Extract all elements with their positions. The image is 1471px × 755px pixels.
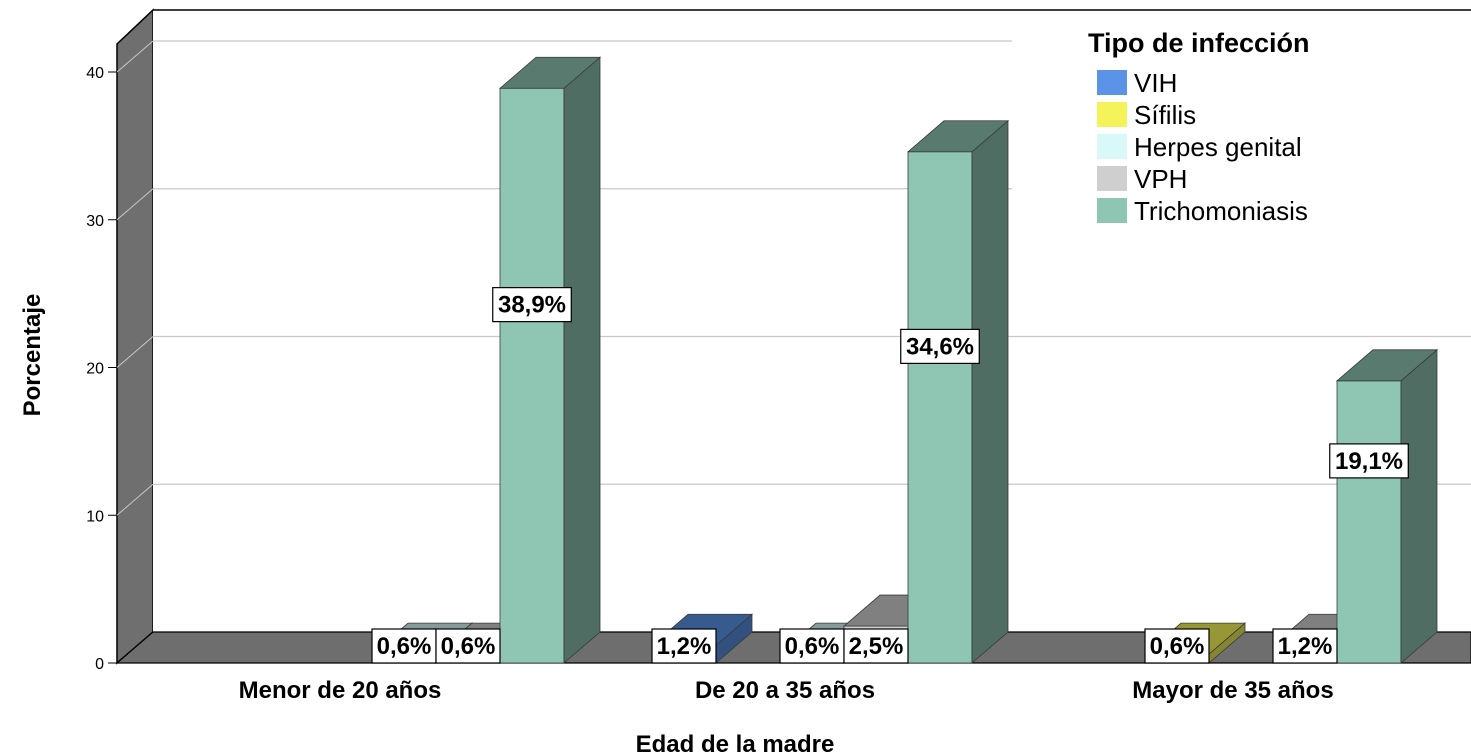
data-label-box <box>843 628 909 664</box>
data-label: 1,2% <box>651 628 717 664</box>
gridline-diagonal <box>116 40 154 73</box>
legend-item: Sífilis <box>1097 100 1196 130</box>
data-label-text: 2,5% <box>849 633 904 660</box>
y-axis-ticks: 0 10 20 30 40 <box>86 65 117 673</box>
data-label: 19,1% <box>1329 443 1409 479</box>
data-label-box <box>900 328 980 364</box>
data-label-text: 0,6% <box>785 633 840 660</box>
x-category-label: De 20 a 35 años <box>695 677 875 704</box>
data-label: 0,6% <box>435 628 501 664</box>
data-label-box <box>435 628 501 664</box>
y-axis-title: Porcentaje <box>19 294 46 417</box>
bar-top <box>498 56 602 89</box>
y-tick-label: 10 <box>86 508 104 525</box>
x-category-label: Mayor de 35 años <box>1132 677 1333 704</box>
bar-front <box>1336 380 1402 664</box>
legend-swatch <box>1097 102 1127 127</box>
bar <box>1335 348 1439 664</box>
bar-top <box>906 120 1010 153</box>
legend-item: VIH <box>1097 68 1177 98</box>
legend-label: Sífilis <box>1134 100 1196 130</box>
data-label-text: 0,6% <box>441 633 496 660</box>
data-label: 0,6% <box>779 628 845 664</box>
data-label-box <box>1329 443 1409 479</box>
data-labels: 0,6% 0,6% 38,9% 1,2% 0,6% 2,5% 34,6% 0,6% 1,2% 19… <box>371 287 1409 664</box>
legend-label: VIH <box>1134 68 1177 98</box>
legend-swatch <box>1097 166 1127 191</box>
data-label-text: 19,1% <box>1335 448 1403 475</box>
legend-label: Trichomoniasis <box>1134 196 1308 226</box>
data-label-text: 0,6% <box>377 633 432 660</box>
bar-side <box>563 56 601 664</box>
data-label-text: 34,6% <box>906 333 974 360</box>
legend-label: Herpes genital <box>1134 132 1302 162</box>
data-label-text: 38,9% <box>498 292 566 319</box>
legend-background <box>1012 22 1471 232</box>
x-axis-categories: Menor de 20 años De 20 a 35 años Mayor de … <box>239 677 1334 704</box>
bar-front <box>907 151 973 664</box>
data-label-box <box>371 628 437 664</box>
data-label: 0,6% <box>371 628 437 664</box>
y-tick-label: 20 <box>86 361 104 378</box>
legend-swatch <box>1097 70 1127 95</box>
data-label: 2,5% <box>843 628 909 664</box>
y-tick-label: 0 <box>95 656 104 673</box>
data-label: 34,6% <box>900 328 980 364</box>
y-tick-label: 30 <box>86 213 104 230</box>
bar <box>498 56 602 664</box>
data-label: 38,9% <box>492 287 572 323</box>
x-axis-title: Edad de la madre <box>636 731 835 755</box>
bar <box>906 119 1010 664</box>
y-tick-label: 40 <box>86 65 104 82</box>
gridline-diagonal <box>116 483 154 516</box>
bar-front <box>499 87 565 664</box>
data-label-box <box>1272 628 1338 664</box>
legend-swatch <box>1097 134 1127 159</box>
data-label-box <box>1144 628 1210 664</box>
data-label-box <box>492 287 572 323</box>
side-wall <box>116 8 154 665</box>
bars <box>370 56 1439 664</box>
bar-side <box>1400 348 1438 664</box>
legend-item: Trichomoniasis <box>1097 196 1308 226</box>
legend-item: VPH <box>1097 164 1187 194</box>
data-label: 1,2% <box>1272 628 1338 664</box>
data-label-text: 0,6% <box>1150 633 1205 660</box>
legend-label: VPH <box>1134 164 1187 194</box>
x-category-label: Menor de 20 años <box>239 677 442 704</box>
data-label: 0,6% <box>1144 628 1210 664</box>
legend-swatch <box>1097 198 1127 223</box>
legend-title: Tipo de infección <box>1088 28 1310 58</box>
bar-side <box>971 119 1009 664</box>
gridline-diagonal <box>116 336 154 368</box>
bar-top <box>1335 349 1439 382</box>
data-label-box <box>651 628 717 664</box>
legend-item: Herpes genital <box>1097 132 1302 162</box>
gridline-diagonal <box>116 188 154 221</box>
data-label-text: 1,2% <box>657 633 712 660</box>
data-label-text: 1,2% <box>1278 633 1333 660</box>
